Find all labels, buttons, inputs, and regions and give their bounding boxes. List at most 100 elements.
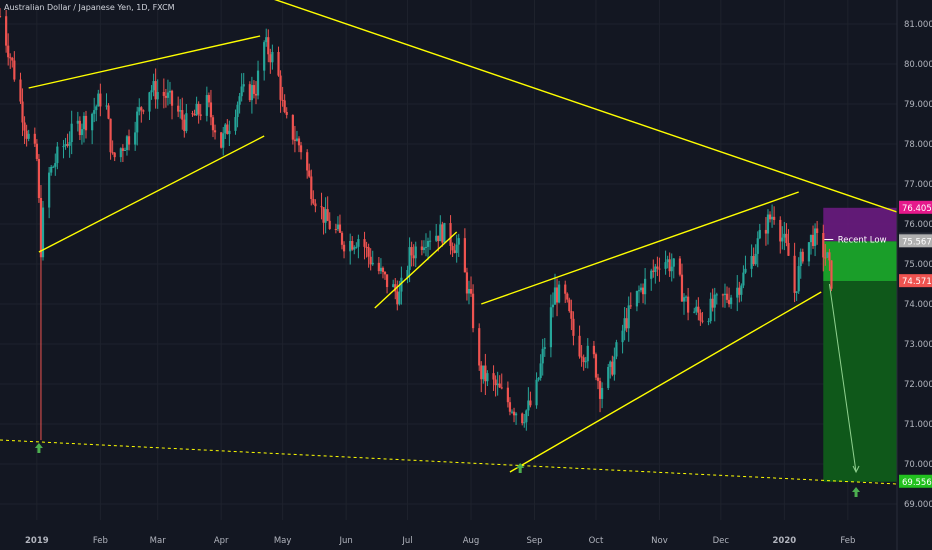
candle-body (150, 90, 153, 93)
up-arrow-icon (852, 487, 861, 497)
candle-body (107, 105, 110, 119)
candle-body (121, 148, 124, 151)
candle-body (353, 247, 356, 250)
candle-body (369, 256, 372, 265)
candle-body (496, 383, 499, 386)
candle-body (351, 240, 354, 250)
candle-body (248, 84, 251, 101)
time-axis[interactable]: 2019 Feb Mar Apr May Jun Jul Aug Sep Oct Nov Dec 202… (25, 536, 855, 546)
candle-body (652, 270, 655, 272)
candle-body (152, 81, 155, 91)
candle-body (37, 158, 41, 198)
candle-body (136, 111, 139, 133)
candle-body (84, 115, 88, 131)
candle-body (695, 306, 698, 312)
x-tick-label: Feb (840, 536, 855, 546)
candle-body (783, 233, 786, 238)
candle-body (250, 85, 253, 101)
y-tick-label: 69.000 (904, 500, 932, 510)
candle-body (525, 410, 528, 423)
price-badge-label: 76.405 (902, 204, 932, 214)
candle-body (451, 246, 454, 251)
y-tick-label: 78.000 (904, 140, 932, 150)
candle-body (627, 305, 630, 329)
candle-body (205, 95, 208, 116)
candle-body (5, 16, 8, 46)
trendlines[interactable] (28, 0, 898, 473)
candle-body (809, 234, 813, 243)
projection-arrow-head (852, 465, 860, 474)
candle-body (465, 272, 469, 294)
candle-body (793, 255, 796, 293)
candle-body (480, 365, 483, 380)
trendline-small-rise-line (374, 231, 458, 309)
candle-body (240, 86, 243, 97)
candle-body (639, 287, 643, 291)
candle-body (242, 84, 245, 87)
candle-body (437, 235, 440, 242)
candle-body (471, 293, 475, 329)
candle-body (586, 345, 589, 362)
candle-body (594, 354, 598, 378)
y-tick-label: 81.000 (904, 20, 932, 30)
recent-low-label: Recent Low (838, 235, 887, 245)
profit-zone (823, 281, 897, 482)
candle-body (443, 223, 446, 243)
candle-body (557, 284, 561, 303)
candle-body (181, 110, 184, 120)
candle-body (213, 130, 217, 133)
candle-body (195, 103, 198, 116)
candle-body (99, 93, 102, 107)
candle-body (64, 144, 67, 147)
candle-body (277, 51, 280, 76)
candle-body (80, 129, 84, 136)
candle-body (598, 380, 602, 399)
candle-body (408, 247, 411, 270)
candle-body (486, 373, 489, 382)
candle-body (506, 387, 509, 403)
trendline-lower-channel-2 (509, 291, 822, 473)
candle-body (738, 287, 741, 295)
up-arrow-icon (34, 443, 43, 453)
candle-body (125, 136, 129, 150)
position-box[interactable]: Recent Low (823, 207, 897, 482)
candle-body (811, 234, 815, 246)
price-badge (899, 274, 932, 288)
x-tick-label: 2020 (773, 536, 797, 546)
candle-body (629, 305, 632, 307)
candle-body (156, 92, 159, 100)
candle-body (736, 287, 739, 298)
candle-body (342, 244, 346, 252)
candle-body (95, 106, 98, 111)
candle-body (781, 237, 784, 242)
candle-body (297, 138, 301, 146)
candle-body (336, 224, 340, 230)
projection-arrow-line (828, 283, 857, 473)
candle-body (381, 267, 385, 272)
candle-body (572, 318, 575, 336)
candle-body (420, 246, 423, 250)
candle-body (715, 294, 718, 296)
candle-body (228, 130, 231, 135)
candle-body (170, 90, 174, 106)
candle-body (658, 268, 661, 270)
candle-body (623, 318, 626, 331)
candle-body (394, 284, 397, 292)
candle-body (797, 266, 800, 292)
candle-body (492, 373, 495, 380)
price-axis[interactable]: 81.000 80.000 79.000 78.000 77.000 76.000 75.0… (904, 20, 932, 510)
x-tick-label: 2019 (25, 536, 49, 546)
candle-body (766, 214, 770, 234)
price-badge-label: 75.567 (902, 237, 932, 247)
candle-body (140, 107, 143, 111)
candle-body (308, 170, 311, 177)
candles (0, 8, 833, 440)
candle-body (392, 284, 395, 288)
candle-body (787, 242, 790, 256)
candle-body (699, 312, 702, 321)
candle-body (441, 224, 444, 243)
trendline-upper-channel-1 (28, 35, 261, 89)
candle-body (142, 110, 145, 112)
candle-body (322, 207, 325, 223)
